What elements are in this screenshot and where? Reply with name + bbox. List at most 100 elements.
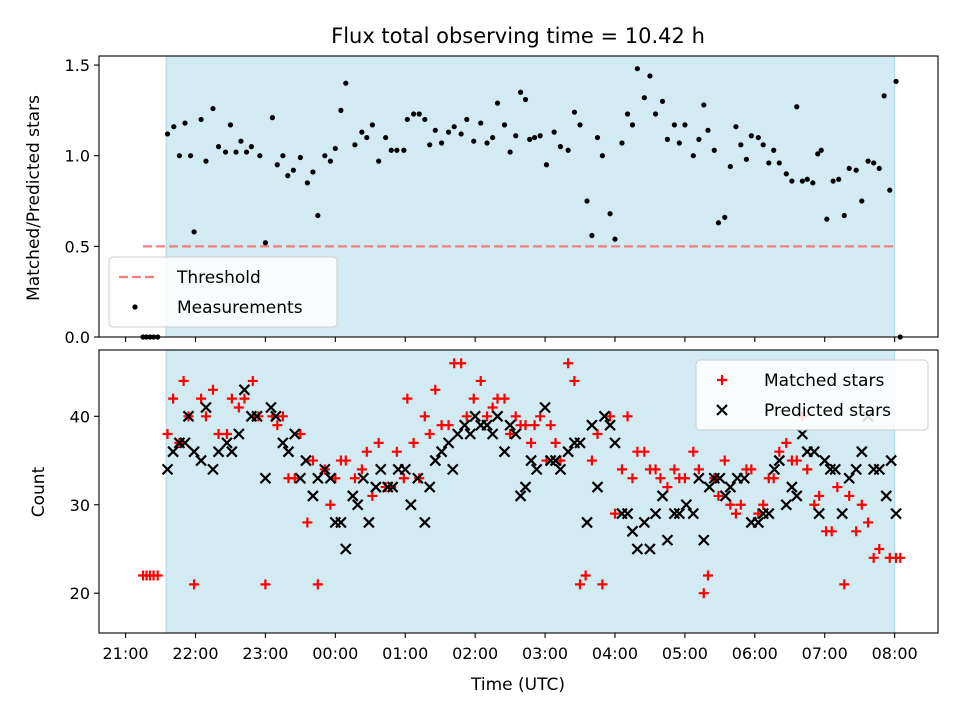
legend-label: Threshold bbox=[176, 268, 261, 288]
data-point bbox=[364, 134, 370, 141]
y-axis-label-bottom: Count bbox=[29, 466, 49, 517]
data-point bbox=[799, 178, 805, 184]
data-point bbox=[233, 149, 239, 155]
data-point bbox=[404, 116, 410, 123]
data-point bbox=[277, 411, 288, 422]
x-tick-label: 03:00 bbox=[522, 644, 568, 663]
data-point bbox=[569, 375, 580, 386]
data-point bbox=[312, 472, 324, 485]
legend-matched-swatch bbox=[717, 375, 727, 385]
data-point bbox=[752, 516, 765, 529]
data-point bbox=[814, 490, 825, 501]
data-point bbox=[398, 473, 409, 484]
data-point bbox=[575, 579, 586, 590]
x-tick-label: 02:00 bbox=[452, 644, 498, 663]
data-point bbox=[698, 534, 710, 546]
data-point bbox=[295, 429, 306, 440]
data-point bbox=[423, 481, 436, 493]
data-point bbox=[713, 490, 724, 501]
data-point bbox=[187, 153, 194, 159]
data-point bbox=[647, 73, 653, 79]
data-point bbox=[248, 144, 255, 150]
data-point bbox=[755, 134, 761, 141]
data-point bbox=[895, 552, 906, 563]
data-point bbox=[221, 437, 233, 449]
data-point bbox=[215, 144, 222, 150]
data-point bbox=[490, 134, 496, 141]
x-tick-label: 06:00 bbox=[732, 644, 778, 663]
data-point bbox=[673, 507, 686, 520]
data-point bbox=[748, 133, 754, 139]
data-point bbox=[702, 570, 713, 581]
data-point bbox=[310, 169, 316, 175]
data-point bbox=[622, 411, 633, 422]
data-point bbox=[859, 198, 865, 204]
data-point bbox=[509, 428, 522, 440]
data-point bbox=[768, 463, 781, 476]
data-point bbox=[468, 393, 479, 404]
data-point bbox=[661, 534, 674, 546]
data-point bbox=[659, 98, 666, 104]
y-tick-label: 20 bbox=[70, 584, 90, 603]
data-point bbox=[182, 120, 188, 126]
data-point bbox=[262, 240, 269, 246]
data-point bbox=[430, 384, 441, 395]
data-point bbox=[549, 454, 562, 467]
data-point bbox=[207, 463, 219, 476]
data-point bbox=[760, 142, 766, 148]
data-point bbox=[221, 429, 232, 440]
data-point bbox=[664, 136, 671, 142]
data-point bbox=[210, 105, 216, 112]
data-point bbox=[705, 127, 711, 133]
data-point bbox=[619, 140, 625, 146]
legend-label: Predicted stars bbox=[764, 401, 891, 421]
data-point bbox=[257, 153, 263, 159]
data-point bbox=[688, 446, 699, 457]
data-point bbox=[802, 464, 813, 475]
data-point bbox=[824, 463, 837, 476]
data-point bbox=[327, 158, 334, 164]
data-point bbox=[478, 120, 484, 126]
data-point bbox=[422, 116, 428, 123]
y-tick-label: 1.0 bbox=[65, 147, 90, 166]
data-point bbox=[621, 507, 634, 520]
data-point bbox=[304, 180, 310, 186]
data-point bbox=[247, 375, 258, 386]
legend-label: Measurements bbox=[177, 298, 303, 318]
data-point bbox=[265, 401, 277, 414]
data-point bbox=[416, 111, 422, 117]
data-point bbox=[810, 180, 816, 186]
data-point bbox=[322, 153, 328, 159]
data-point bbox=[505, 429, 516, 440]
data-point bbox=[411, 111, 417, 117]
data-point bbox=[584, 198, 590, 204]
data-point bbox=[771, 147, 777, 153]
data-point bbox=[818, 147, 824, 153]
data-point bbox=[871, 160, 877, 166]
data-point bbox=[624, 111, 631, 117]
data-point bbox=[484, 140, 490, 146]
data-point bbox=[813, 507, 825, 520]
data-point bbox=[486, 428, 499, 440]
data-point bbox=[846, 165, 852, 171]
data-point bbox=[594, 134, 601, 141]
x-tick-label: 23:00 bbox=[242, 644, 288, 663]
data-point bbox=[424, 429, 435, 440]
data-point bbox=[526, 437, 537, 448]
data-point bbox=[510, 411, 521, 422]
data-point bbox=[238, 384, 251, 396]
data-point bbox=[543, 162, 550, 168]
data-point bbox=[735, 499, 746, 510]
data-point bbox=[226, 393, 237, 404]
data-point bbox=[469, 410, 481, 423]
data-point bbox=[656, 490, 669, 502]
data-point bbox=[522, 96, 529, 103]
data-point bbox=[443, 420, 454, 431]
data-point bbox=[824, 216, 830, 222]
data-point bbox=[363, 516, 375, 529]
data-point bbox=[627, 473, 638, 484]
data-point bbox=[487, 402, 498, 413]
data-point bbox=[679, 473, 690, 484]
data-point bbox=[222, 149, 229, 155]
